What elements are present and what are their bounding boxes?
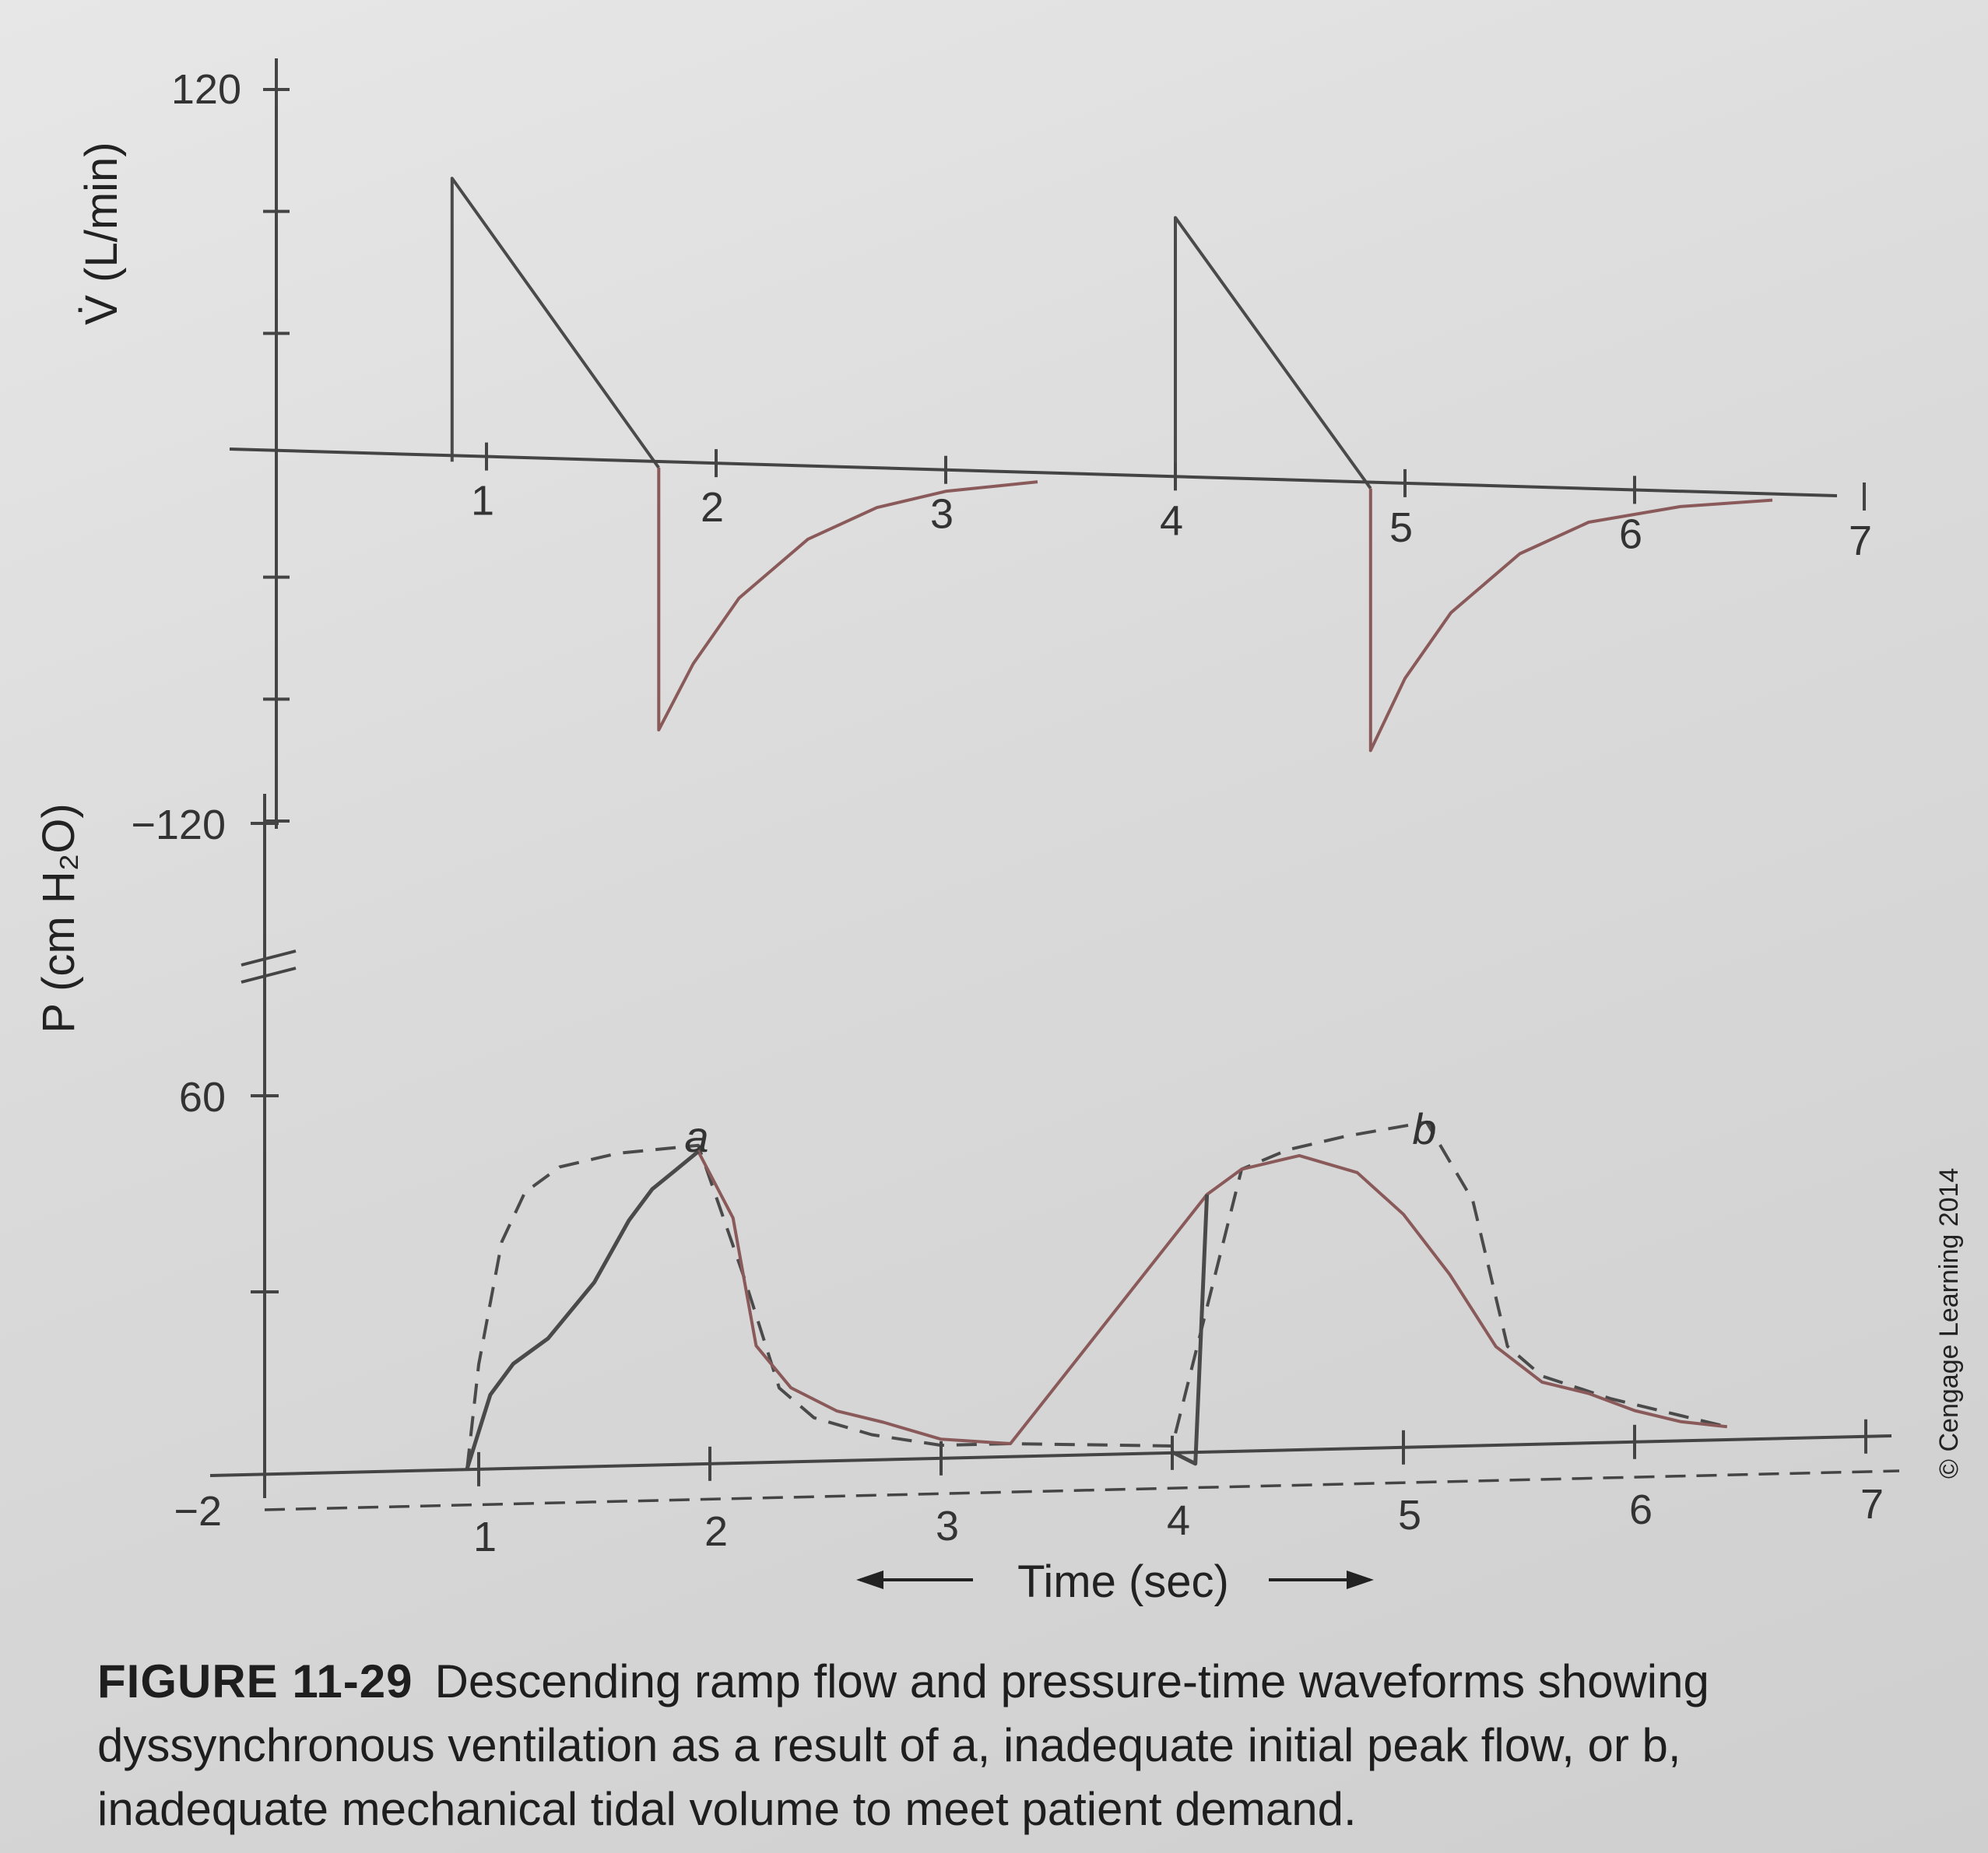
copyright-credit: © Cengage Learning 2014 — [1934, 1167, 1964, 1479]
flow-x-tick-label: 4 — [1160, 497, 1183, 544]
time-axis-title: Time (sec) — [1017, 1556, 1229, 1607]
flow-panel: V̇ (L/min) 120 1 2 3 4 5 6 7 — [76, 58, 1872, 829]
flow-x-ticks: 1 2 3 4 5 6 7 — [471, 478, 1872, 564]
pressure-x-tick-label: 3 — [936, 1503, 959, 1549]
flow-inspiratory-series — [450, 177, 1372, 490]
pressure-x-tick-label: 5 — [1398, 1492, 1421, 1539]
flow-x-tick-label: 3 — [930, 491, 954, 538]
annotation-b: b — [1412, 1104, 1436, 1153]
figure-caption: FIGURE 11-29 Descending ramp flow and pre… — [97, 1650, 1911, 1841]
pressure-x-tick-label: 1 — [473, 1514, 497, 1560]
baseline-dashed — [264, 1469, 1900, 1511]
flow-expiratory-series — [657, 468, 1773, 753]
pressure-axis-title: P (cm H₂O) — [33, 803, 84, 1033]
flow-x-axis — [229, 447, 1838, 497]
pressure-x-axis — [209, 1434, 1892, 1477]
flow-x-tick-label: 6 — [1619, 511, 1642, 557]
flow-y-tick-label: 120 — [171, 66, 241, 113]
flow-x-tick-label: 7 — [1849, 518, 1872, 564]
flow-y-ticks: 120 — [171, 66, 241, 113]
pressure-series-group — [465, 1120, 1728, 1469]
pressure-x-tick-label: 4 — [1167, 1497, 1190, 1544]
caption-text: Descending ramp flow and pressure-time w… — [97, 1655, 1709, 1835]
pressure-x-tick-label: 7 — [1860, 1481, 1884, 1528]
flow-x-tick-label: 1 — [471, 478, 494, 525]
annotation-a: a — [684, 1112, 708, 1161]
axis-break-mark — [241, 967, 297, 984]
pressure-solid-series — [465, 1149, 1728, 1469]
time-arrow-left-head — [856, 1570, 883, 1589]
flow-axis-title: V̇ (L/min) — [76, 142, 127, 325]
pressure-x-tick-label: 6 — [1629, 1486, 1653, 1533]
axis-break-mark — [241, 949, 297, 967]
pressure-dark-series — [465, 1149, 1210, 1469]
pressure-panel: P (cm H₂O) −120 60 −2 1 2 3 4 5 6 7 a b Time (se… — [33, 794, 1900, 1607]
pressure-y-tick-label: −2 — [174, 1488, 222, 1535]
flow-x-tick-label: 5 — [1389, 504, 1413, 551]
flow-y-tick-label: −120 — [131, 802, 226, 848]
pressure-x-ticks: 1 2 3 4 5 6 7 — [473, 1481, 1884, 1560]
time-arrow-right-head — [1347, 1570, 1374, 1589]
pressure-y-ticks: −120 60 −2 — [131, 802, 226, 1535]
figure-number: FIGURE 11-29 — [97, 1655, 413, 1707]
flow-series-group — [450, 177, 1773, 753]
flow-x-tick-label: 2 — [701, 484, 724, 531]
pressure-y-tick-label: 60 — [179, 1074, 226, 1121]
pressure-dashed-series — [465, 1120, 1728, 1469]
waveform-figure: V̇ (L/min) 120 1 2 3 4 5 6 7 P (cm H₂O) −120 60… — [33, 58, 1900, 1607]
pressure-x-tick-label: 2 — [704, 1508, 728, 1555]
